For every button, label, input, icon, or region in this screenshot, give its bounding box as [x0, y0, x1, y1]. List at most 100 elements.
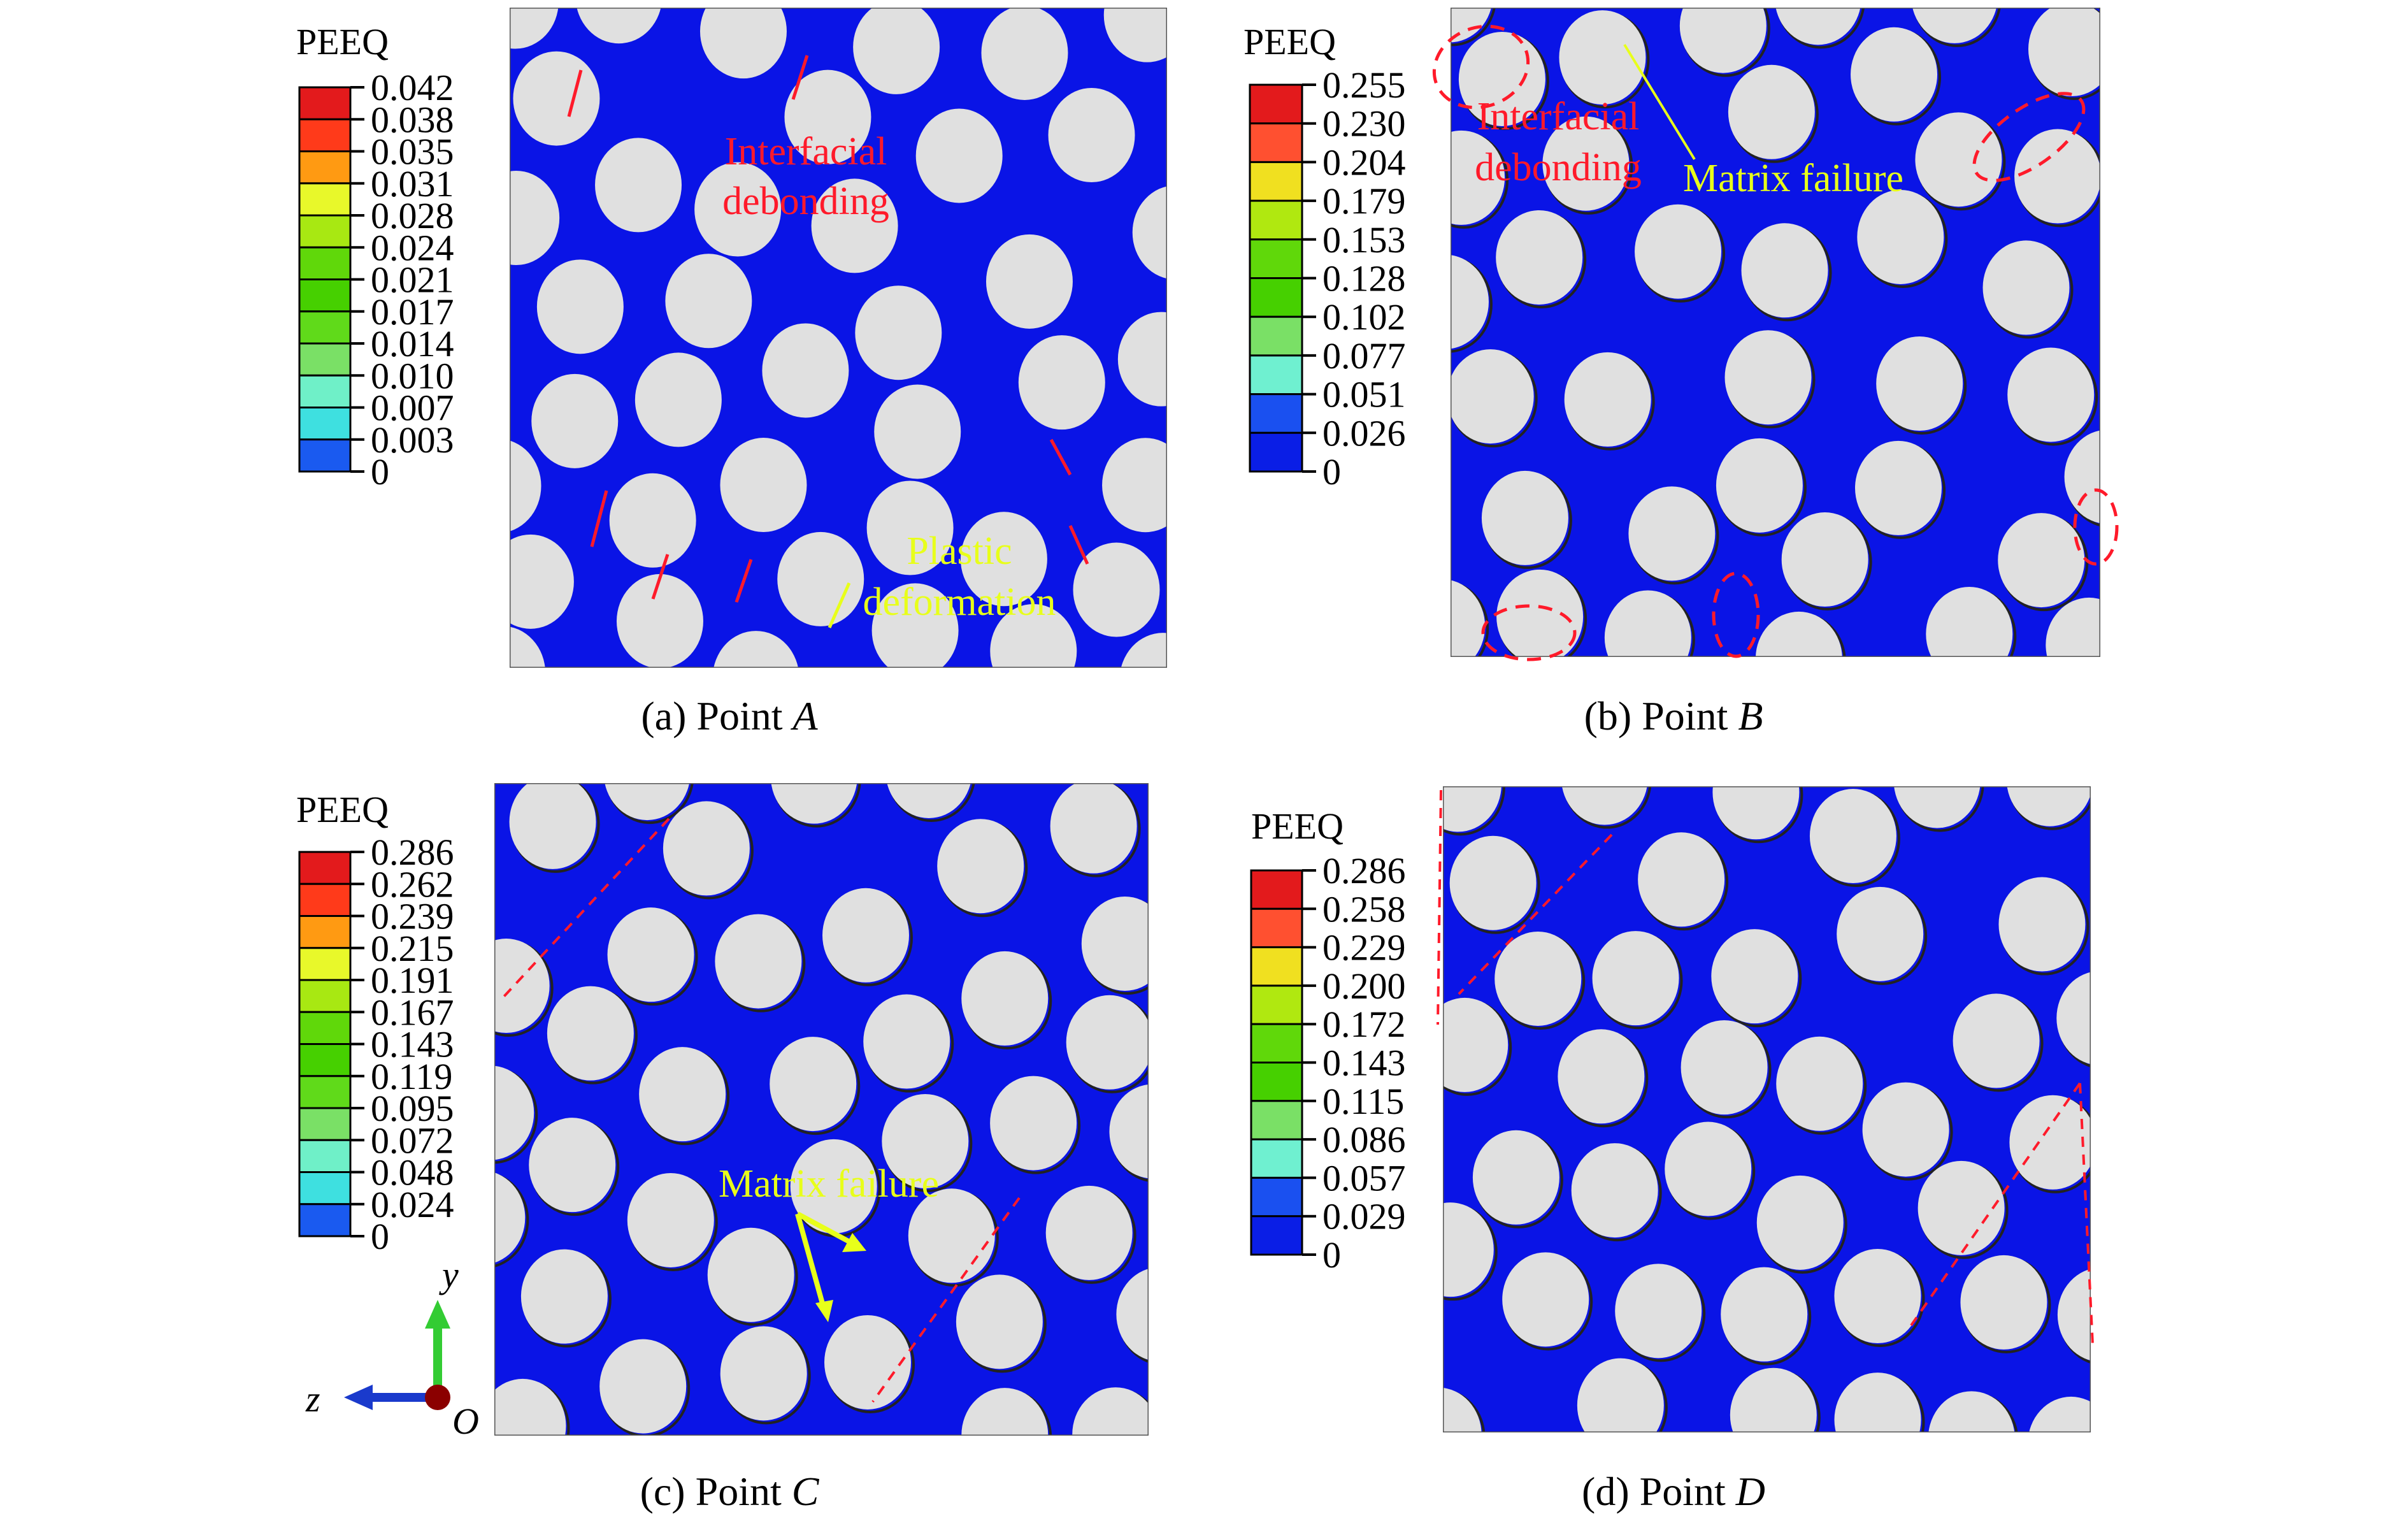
fiber	[1494, 931, 1582, 1026]
fiber	[2007, 786, 2091, 826]
fiber	[1894, 786, 1981, 828]
fiber	[1953, 993, 2040, 1088]
annotation-a-debond-2: debonding	[722, 180, 889, 223]
debond-mark	[651, 554, 670, 600]
legend-tick-label: 0.024	[371, 1184, 454, 1225]
legend-band	[298, 182, 352, 217]
legend-tick-label: 0.143	[1322, 1042, 1406, 1084]
matrix-failure-arrow	[796, 1211, 858, 1248]
fiber	[1109, 1084, 1149, 1179]
fiber	[510, 534, 574, 629]
axis-label-z: z	[305, 1378, 320, 1420]
fiber	[510, 8, 559, 49]
crack-path	[871, 1197, 1021, 1403]
legend-tick-label: 0.029	[1322, 1196, 1406, 1237]
legend-tick-label: 0.128	[1322, 258, 1406, 299]
fiber	[874, 384, 961, 479]
annotation-marks-a	[567, 55, 1089, 629]
fiber	[665, 254, 752, 349]
crack-path	[502, 818, 670, 998]
fiber	[1712, 786, 1800, 840]
debond-mark	[590, 490, 608, 547]
legend-tick-label: 0.153	[1322, 219, 1406, 261]
fiber	[1443, 1388, 1482, 1432]
fiber	[1781, 512, 1868, 607]
fiber	[2064, 430, 2100, 524]
matrix-failure-arrow	[795, 1213, 828, 1314]
legend-tick-label: 0.167	[371, 991, 454, 1033]
fiber	[707, 1227, 794, 1322]
fiber	[887, 783, 971, 818]
fiber	[1724, 330, 1812, 425]
legend-tick-label: 0.042	[371, 67, 454, 108]
fiber	[547, 986, 634, 1081]
fiber	[915, 108, 1003, 203]
legend-band	[1249, 199, 1303, 241]
fiber	[627, 1172, 714, 1267]
legend-tick-label: 0.200	[1322, 965, 1406, 1007]
fiber	[595, 138, 682, 233]
damage-circle	[1481, 604, 1577, 661]
legend-tick-label: 0.057	[1322, 1157, 1406, 1199]
fiber	[1635, 204, 1722, 299]
legend-title: PEEQ	[1243, 21, 1336, 62]
fiber	[1561, 786, 1647, 825]
fiber	[1066, 995, 1149, 1090]
legend-band	[1250, 869, 1303, 910]
legend-b: PEEQ0.2550.2300.2040.1790.1530.1280.1020…	[1243, 21, 1406, 493]
fiber	[981, 8, 1068, 100]
fiber	[1121, 633, 1167, 668]
legend-tick-label: 0.010	[371, 355, 454, 396]
fiber	[2046, 597, 2100, 657]
fiber	[1451, 8, 1491, 43]
annotation-a-plastic-1: Plastic	[907, 530, 1012, 573]
fiber	[937, 819, 1024, 914]
legend-tick-label: 0.239	[371, 896, 454, 937]
fiber	[1679, 8, 1767, 73]
fiber	[908, 1188, 995, 1283]
legend-a: PEEQ0.0420.0380.0350.0310.0280.0240.0210…	[296, 21, 454, 493]
legend-band	[298, 310, 352, 345]
fiber	[1756, 1175, 1844, 1270]
fiber	[1851, 27, 1938, 122]
annotation-a-plastic-2: deformation	[863, 580, 1056, 624]
legend-tick-label: 0.172	[1322, 1004, 1406, 1045]
fiber	[882, 1093, 969, 1188]
fiber	[863, 994, 950, 1089]
fiber	[1809, 789, 1896, 884]
caption-a: (a) Point A	[641, 693, 818, 739]
fiber	[1592, 931, 1679, 1026]
fiber	[1048, 88, 1135, 183]
debond-mark	[791, 55, 809, 100]
legend-tick-label: 0.262	[371, 863, 454, 905]
legend-band	[298, 979, 352, 1013]
legend-tick-label: 0.143	[371, 1024, 454, 1065]
legend-c: PEEQ0.2860.2620.2390.2150.1910.1670.1430…	[296, 789, 454, 1257]
legend-band	[1249, 83, 1303, 125]
fiber	[720, 438, 807, 533]
legend-tick-label: 0.230	[1322, 103, 1406, 145]
fiber	[609, 473, 696, 568]
legend-tick-label: 0.095	[371, 1088, 454, 1129]
legend-band	[1250, 946, 1303, 987]
annotation-marks-c	[502, 818, 1021, 1403]
fiber	[1728, 64, 1815, 159]
fiber	[824, 1315, 912, 1409]
legend-band	[298, 342, 352, 377]
fiber	[1081, 896, 1149, 991]
legend-band	[298, 86, 352, 120]
fiber	[784, 69, 871, 164]
legend-band	[1250, 984, 1303, 1025]
damage-circle	[1972, 92, 2086, 182]
fiber	[2057, 1269, 2091, 1361]
legend-tick-label: 0.286	[1322, 850, 1406, 891]
fiber	[1604, 590, 1691, 657]
fiber	[1496, 210, 1583, 305]
legend-band	[1250, 1100, 1303, 1141]
fiber	[1451, 255, 1489, 349]
legend-band	[298, 150, 352, 185]
fiber	[1451, 349, 1534, 444]
fiber	[1132, 186, 1167, 279]
legend-tick-label: 0.014	[371, 323, 454, 364]
fiber	[639, 1047, 726, 1142]
